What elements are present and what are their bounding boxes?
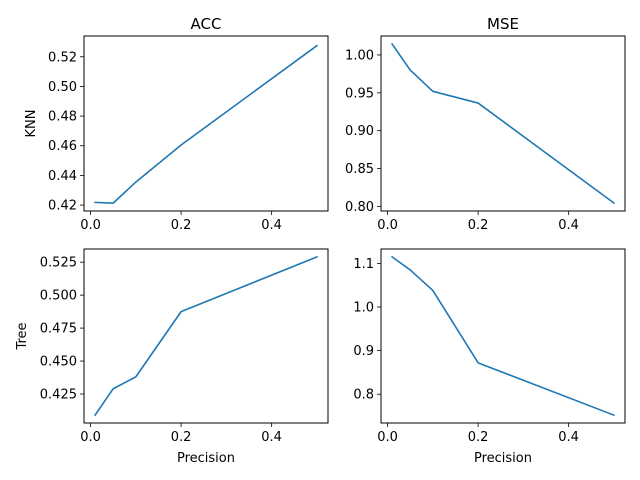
plot-marks: 0.0 0.2 0.4 0.42 0.44 0.46 0.48 0.50 0.52 (48, 44, 319, 233)
x-tick-label: 0.2 (468, 430, 489, 445)
y-tick-label: 1.0 (353, 301, 374, 316)
x-tick-label: 0.4 (558, 430, 579, 445)
y-tick-label: 0.425 (40, 388, 77, 403)
subplot-acc-tree: Tree Precision 0.0 0.2 0.40.4250.4500.4750… (15, 248, 329, 466)
plot-marks: 0.0 0.2 0.4 0.80 0.85 0.90 0.95 1.00 (345, 42, 616, 233)
y-axis-label: Tree (15, 322, 30, 350)
y-axis-label: KNN (24, 110, 39, 138)
y-tick-label: 0.42 (48, 199, 77, 214)
y-tick-label: 1.00 (345, 48, 374, 63)
plot-frame (380, 35, 626, 212)
subplot-title: ACC (191, 15, 222, 33)
y-tick-label: 0.85 (345, 162, 374, 177)
y-tick-label: 0.525 (40, 256, 77, 271)
y-tick-label: 0.80 (345, 200, 374, 215)
subplot-acc-knn: ACC KNN 0.0 0.2 0.4 0.42 0.44 0.46 0.48 0.50 0.5… (24, 15, 329, 233)
plot-frame (83, 35, 329, 212)
x-tick-label: 0.4 (261, 218, 282, 233)
y-tick-label: 0.46 (48, 139, 77, 154)
subplot-mse-tree: Precision 0.0 0.2 0.4 0.8 0.9 1.0 1.1 (353, 248, 626, 466)
plot-frame (83, 248, 329, 424)
y-tick-label: 0.500 (40, 289, 77, 304)
subplot-mse-knn: MSE 0.0 0.2 0.4 0.80 0.85 0.90 0.95 1.00 (345, 15, 626, 233)
series-line (93, 255, 318, 417)
plot-marks: 0.0 0.2 0.4 0.425 0.450 0.475 0.500 0.525 (40, 255, 318, 445)
y-tick-label: 0.95 (345, 86, 374, 101)
y-tick-label: 0.9 (353, 344, 374, 359)
y-tick-label: 0.44 (48, 169, 77, 184)
subplot-title: MSE (487, 15, 519, 33)
x-tick-label: 0.2 (468, 218, 489, 233)
x-tick-label: 0.0 (80, 430, 101, 445)
y-tick-label: 0.50 (48, 80, 77, 95)
x-axis-label: Precision (177, 451, 235, 466)
y-tick-label: 0.450 (40, 355, 77, 370)
y-tick-label: 0.8 (353, 388, 374, 403)
y-tick-label: 0.475 (40, 322, 77, 337)
y-tick-label: 1.1 (353, 257, 374, 272)
x-axis-label: Precision (474, 451, 532, 466)
y-tick-label: 0.52 (48, 50, 77, 65)
x-tick-label: 0.0 (377, 218, 398, 233)
series-line (390, 255, 615, 417)
x-tick-label: 0.0 (80, 218, 101, 233)
plot-frame (380, 248, 626, 424)
y-tick-label: 0.48 (48, 110, 77, 125)
x-tick-label: 0.4 (261, 430, 282, 445)
series-line (94, 44, 319, 204)
series-line (390, 42, 616, 205)
x-tick-label: 0.4 (558, 218, 579, 233)
x-tick-label: 0.0 (377, 430, 398, 445)
x-tick-label: 0.2 (171, 218, 192, 233)
y-tick-label: 0.90 (345, 124, 374, 139)
x-tick-label: 0.2 (171, 430, 192, 445)
plot-marks: 0.0 0.2 0.4 0.8 0.9 1.0 1.1 (353, 255, 615, 445)
